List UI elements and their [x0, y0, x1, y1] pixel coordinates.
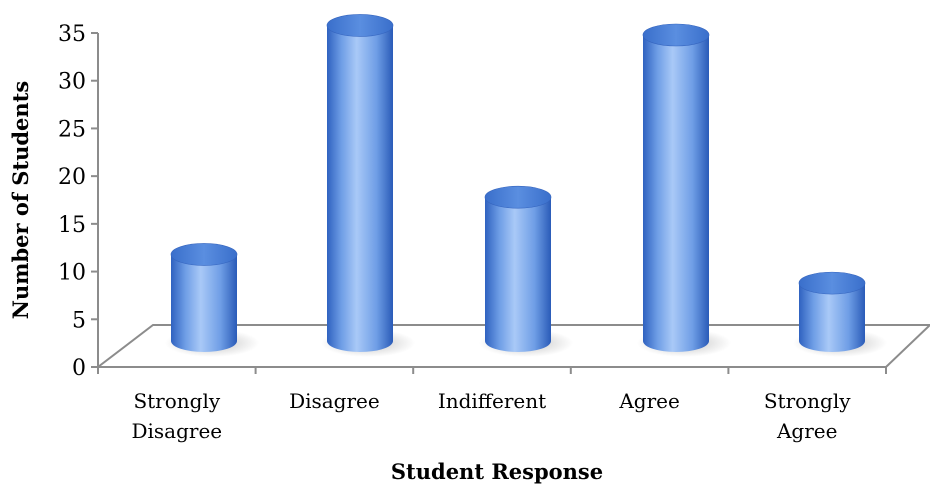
x-tick-label: Strongly Agree — [764, 389, 851, 443]
bar-top — [798, 271, 866, 295]
bar-body — [799, 283, 865, 352]
y-axis-title: Number of Students — [8, 81, 33, 319]
y-tick-label: 35 — [58, 22, 86, 47]
x-tick-label-line: Indifferent — [438, 389, 546, 413]
bar-top — [642, 23, 710, 47]
bar-body — [485, 197, 551, 352]
x-axis-labels: Strongly Disagree Disagree Indifferent Agree… — [131, 389, 851, 443]
bar-top — [484, 185, 552, 209]
x-tick-label-line: Agree — [618, 389, 679, 413]
y-tick-label: 25 — [58, 117, 86, 142]
bar-top — [326, 14, 394, 37]
x-tick-label-line: Strongly — [764, 389, 851, 413]
bar-body — [327, 25, 393, 352]
x-tick-label: Agree — [618, 389, 679, 413]
bar-body — [171, 254, 237, 352]
bar — [637, 23, 731, 357]
bar — [321, 14, 415, 357]
y-tick-label: 5 — [72, 308, 86, 333]
bar-body — [643, 35, 709, 352]
x-tick-label-line: Strongly — [133, 389, 220, 413]
x-tick-label: Disagree — [289, 389, 380, 413]
y-tick-label: 15 — [58, 213, 86, 238]
y-tick-label: 0 — [72, 356, 86, 381]
x-tick-label: Indifferent — [438, 389, 546, 413]
bar-top — [170, 243, 238, 266]
x-tick-label-line: Agree — [776, 419, 837, 443]
y-tick-label: 10 — [58, 261, 86, 286]
y-tick-label: 20 — [58, 165, 86, 190]
bar — [479, 185, 573, 357]
bar — [793, 271, 887, 357]
x-tick-label-line: Disagree — [289, 389, 380, 413]
x-tick-label: Strongly Disagree — [131, 389, 222, 443]
y-axis: 0 5 10 15 20 25 30 35 — [58, 22, 887, 381]
x-tick-label-line: Disagree — [131, 419, 222, 443]
x-axis-title: Student Response — [391, 459, 603, 484]
bars — [165, 14, 887, 357]
y-tick-label: 30 — [58, 70, 86, 95]
bar — [165, 243, 259, 357]
